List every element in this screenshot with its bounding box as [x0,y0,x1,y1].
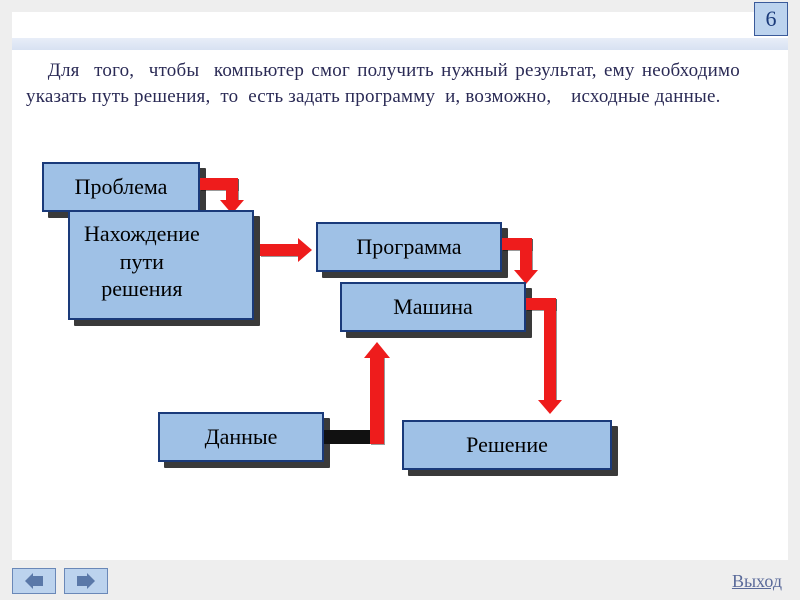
arrow-head-down-icon [538,400,562,414]
arrow-segment [260,244,300,256]
node-label: Решение [466,431,548,459]
slide: 6 Для того, чтобы компьютер смог получит… [12,12,788,560]
prev-button[interactable] [12,568,56,594]
nav-bar [12,566,108,596]
node-label: Машина [393,293,473,321]
node-program: Программа [316,222,502,272]
arrow-head-up-icon [364,342,390,358]
diagram: Проблема Нахождение пути решения Програм… [12,12,788,560]
node-machine: Машина [340,282,526,332]
node-data: Данные [158,412,324,462]
arrow-segment [370,356,384,444]
arrow-segment [520,238,532,272]
arrow-left-icon [25,573,43,589]
node-label: Нахождение пути решения [84,220,200,303]
node-label: Программа [356,233,461,261]
arrow-head-right-icon [298,238,312,262]
node-solution: Решение [402,420,612,470]
node-label: Проблема [75,173,168,201]
next-button[interactable] [64,568,108,594]
node-label: Данные [205,423,278,451]
arrow-segment [544,298,556,402]
arrow-right-icon [77,573,95,589]
node-problem: Проблема [42,162,200,212]
node-path: Нахождение пути решения [68,210,254,320]
arrow-segment [226,178,238,202]
exit-link[interactable]: Выход [732,571,782,592]
